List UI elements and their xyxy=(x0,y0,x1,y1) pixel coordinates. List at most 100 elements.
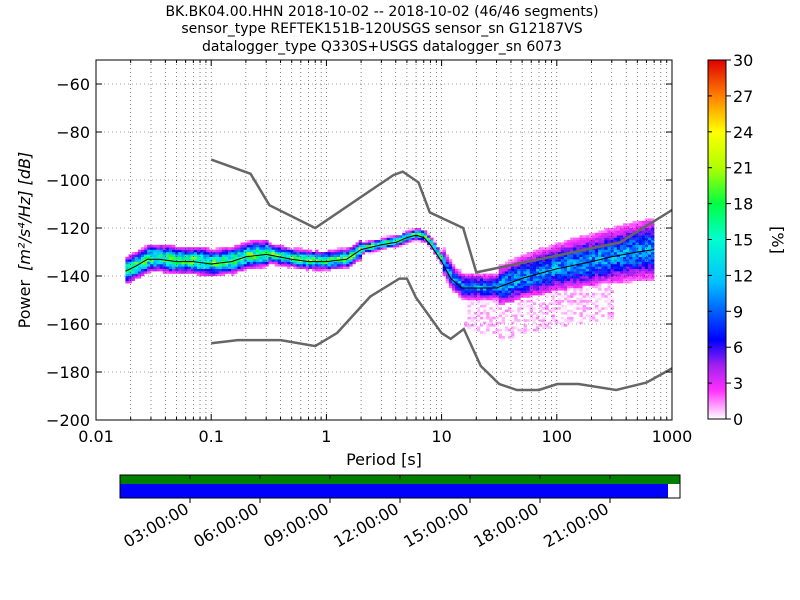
heatmap-cell xyxy=(542,292,546,296)
heatmap-cell xyxy=(613,247,618,250)
heatmap-cell xyxy=(349,252,353,255)
heatmap-cell xyxy=(632,235,636,238)
heatmap-cell xyxy=(461,280,465,284)
heatmap-cell xyxy=(280,256,285,260)
heatmap-cell xyxy=(417,237,422,241)
heatmap-cell xyxy=(343,266,347,269)
heatmap-cell xyxy=(573,252,577,255)
heatmap-cell xyxy=(324,266,328,269)
heatmap-cell xyxy=(595,273,599,277)
heatmap-cell xyxy=(604,307,608,310)
heatmap-cell xyxy=(523,266,527,269)
heatmap-cell xyxy=(554,252,558,255)
heatmap-cell xyxy=(252,252,257,255)
heatmap-cell xyxy=(557,297,562,301)
heatmap-cell xyxy=(249,252,254,255)
heatmap-cell xyxy=(458,276,462,279)
heatmap-cell xyxy=(489,288,493,291)
heatmap-cell xyxy=(128,268,132,272)
heatmap-cell xyxy=(218,273,223,277)
heatmap-cell xyxy=(346,259,350,262)
heatmap-cell xyxy=(168,244,173,248)
heatmap-cell xyxy=(476,285,481,289)
heatmap-cell xyxy=(588,237,593,241)
heatmap-cell xyxy=(554,268,558,272)
heatmap-cell xyxy=(651,256,655,260)
heatmap-cell xyxy=(644,256,649,260)
heatmap-cell xyxy=(511,283,515,286)
heatmap-cell xyxy=(268,242,272,245)
heatmap-cell xyxy=(234,266,238,269)
heatmap-cell xyxy=(644,244,649,248)
heatmap-cell xyxy=(623,223,627,226)
heatmap-cell xyxy=(212,273,216,277)
heatmap-cell xyxy=(629,225,633,229)
heatmap-cell xyxy=(411,235,415,238)
heatmap-cell xyxy=(147,268,151,272)
heatmap-cell xyxy=(504,268,509,272)
heatmap-cell xyxy=(619,268,624,272)
heatmap-cell xyxy=(591,283,596,286)
heatmap-cell xyxy=(193,252,198,255)
heatmap-cell xyxy=(265,249,269,253)
title-line-1: BK.BK04.00.HHN 2018-10-02 -- 2018-10-02 … xyxy=(165,4,598,20)
heatmap-cell xyxy=(554,266,558,269)
heatmap-cell xyxy=(520,300,524,303)
heatmap-cell xyxy=(324,264,328,267)
heatmap-cell xyxy=(234,244,238,248)
heatmap-cell xyxy=(598,232,602,236)
heatmap-cell xyxy=(131,268,135,272)
heatmap-cell xyxy=(181,252,185,255)
heatmap-cell xyxy=(529,252,534,255)
heatmap-cell xyxy=(651,235,655,238)
heatmap-cell xyxy=(470,314,474,317)
heatmap-cell xyxy=(140,268,145,272)
heatmap-cell xyxy=(417,232,422,236)
heatmap-cell xyxy=(492,304,496,308)
heatmap-cell xyxy=(632,240,636,243)
heatmap-cell xyxy=(504,309,509,313)
heatmap-cell xyxy=(601,247,605,250)
heatmap-cell xyxy=(498,333,502,337)
heatmap-cell xyxy=(333,256,338,260)
heatmap-cell xyxy=(221,252,226,255)
heatmap-cell xyxy=(464,276,468,279)
heatmap-cell xyxy=(470,319,474,322)
heatmap-cell xyxy=(495,324,499,327)
heatmap-cell xyxy=(181,259,185,262)
heatmap-cell xyxy=(259,261,263,265)
heatmap-cell xyxy=(476,297,481,301)
heatmap-cell xyxy=(489,283,493,286)
heatmap-cell xyxy=(573,300,577,303)
heatmap-cell xyxy=(196,273,201,277)
heatmap-cell xyxy=(265,252,269,255)
heatmap-cell xyxy=(153,244,157,248)
heatmap-cell xyxy=(181,247,185,250)
heatmap-cell xyxy=(610,252,614,255)
x-tick-label: 1 xyxy=(321,427,331,446)
heatmap-cell xyxy=(532,261,537,265)
heatmap-cell xyxy=(221,264,226,267)
heatmap-cell xyxy=(234,247,238,250)
heatmap-cell xyxy=(212,266,216,269)
heatmap-cell xyxy=(308,259,313,262)
heatmap-cell xyxy=(517,312,521,315)
heatmap-cell xyxy=(595,240,599,243)
heatmap-cell xyxy=(619,273,624,277)
heatmap-cell xyxy=(479,295,484,298)
heatmap-cell xyxy=(629,276,633,279)
heatmap-cell xyxy=(539,309,543,313)
heatmap-cell xyxy=(554,244,558,248)
heatmap-cell xyxy=(604,264,608,267)
heatmap-cell xyxy=(178,254,182,257)
heatmap-cell xyxy=(604,259,608,262)
heatmap-cell xyxy=(277,249,282,253)
heatmap-cell xyxy=(259,242,263,245)
heatmap-cell xyxy=(644,252,649,255)
heatmap-cell xyxy=(427,235,431,238)
heatmap-cell xyxy=(131,259,135,262)
heatmap-cell xyxy=(588,242,593,245)
heatmap-cell xyxy=(629,230,633,233)
heatmap-cell xyxy=(551,300,555,303)
heatmap-cell xyxy=(246,261,251,265)
